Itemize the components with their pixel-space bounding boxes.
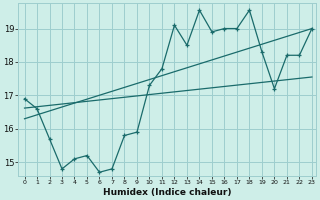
X-axis label: Humidex (Indice chaleur): Humidex (Indice chaleur) <box>103 188 231 197</box>
